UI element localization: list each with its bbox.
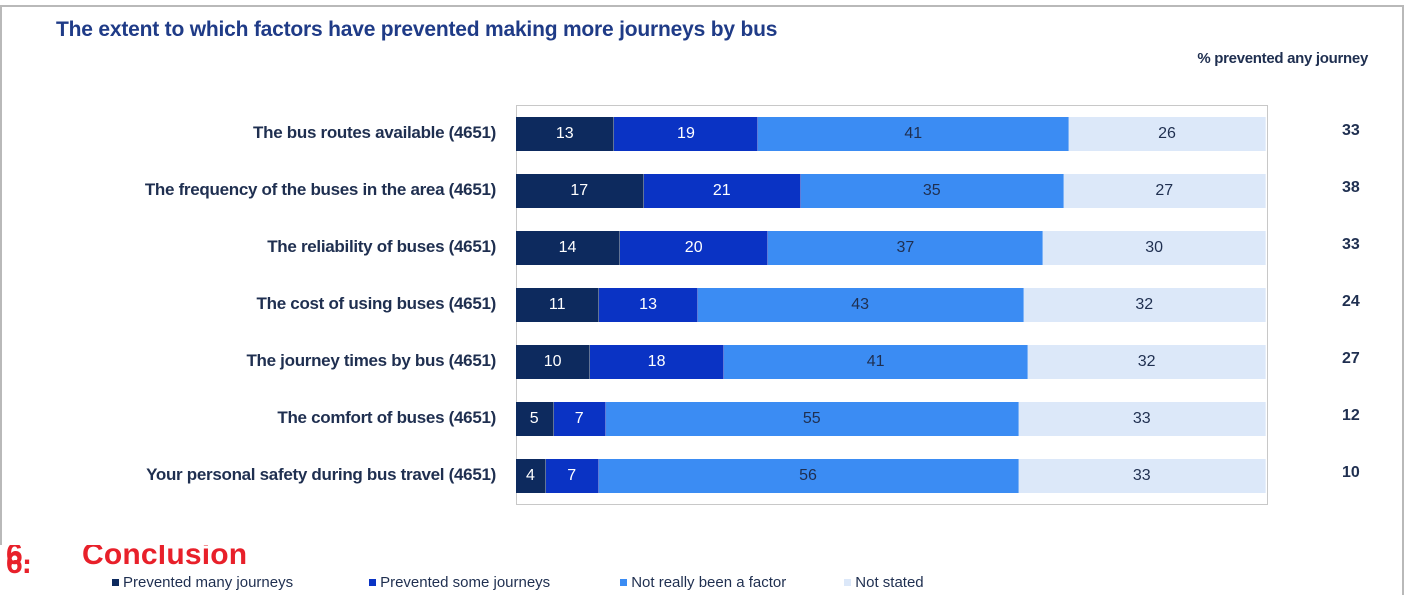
bar-segment-prevented-some-journeys: 7 — [553, 402, 606, 436]
legend-label: Not really been a factor — [631, 573, 787, 591]
category-label: The comfort of buses (4651) — [277, 408, 496, 427]
section-number-visible: 6. — [6, 547, 32, 577]
section-number: 6. — [6, 545, 32, 565]
data-label: 13 — [555, 125, 574, 142]
bar-segment-not-stated: 33 — [1018, 402, 1266, 436]
prevented-any-journey-value: 27 — [1342, 350, 1360, 367]
data-label: 32 — [1137, 353, 1156, 370]
category-label: The bus routes available (4651) — [253, 123, 496, 142]
legend-item-not-stated: Not stated — [844, 573, 924, 591]
prevented-any-journey-value: 12 — [1342, 407, 1360, 424]
bar-segment-prevented-many-journeys: 10 — [516, 345, 591, 379]
data-label: 32 — [1135, 296, 1154, 313]
prevented-any-journey-value: 38 — [1342, 179, 1360, 196]
chart-legend: Prevented many journeys Prevented some jo… — [112, 572, 924, 592]
conclusion-heading: 6. Conclusion — [6, 545, 247, 565]
bar-segment-prevented-some-journeys: 18 — [590, 345, 724, 379]
data-label: 20 — [684, 239, 703, 256]
bar-segment-prevented-some-journeys: 7 — [546, 459, 599, 493]
data-label: 10 — [543, 353, 562, 370]
data-label: 43 — [851, 296, 870, 313]
bar-segment-not-stated: 32 — [1023, 288, 1266, 322]
bar-segment-not-really-been-a-factor: 43 — [697, 288, 1024, 322]
legend-item-prevented-some-journeys: Prevented some journeys — [369, 574, 550, 591]
bar-segment-not-really-been-a-factor: 41 — [723, 345, 1029, 379]
bar-segment-not-really-been-a-factor: 41 — [758, 117, 1070, 151]
prevented-any-journey-value: 24 — [1342, 293, 1360, 310]
frame-border-top — [0, 5, 1403, 7]
bar-segment-not-stated: 26 — [1069, 117, 1266, 151]
bar-segment-prevented-many-journeys: 4 — [516, 459, 546, 493]
data-label: 14 — [558, 239, 577, 256]
legend-label: Prevented many journeys — [123, 573, 294, 591]
category-label: The journey times by bus (4651) — [246, 351, 496, 370]
legend-swatch — [620, 578, 628, 586]
data-label: 5 — [529, 410, 539, 427]
bar-segment-prevented-many-journeys: 13 — [516, 117, 615, 151]
data-label: 41 — [866, 353, 885, 370]
prevented-any-journey-header: % prevented any journey — [1197, 50, 1368, 67]
data-label: 21 — [712, 182, 731, 199]
data-label: 41 — [904, 125, 923, 142]
data-label: 13 — [639, 296, 657, 313]
data-label: 11 — [548, 296, 566, 313]
data-label: 33 — [1132, 467, 1151, 484]
bar-segment-not-stated: 33 — [1018, 459, 1266, 493]
legend-label: Not stated — [855, 573, 924, 591]
category-label: The frequency of the buses in the area (… — [144, 180, 496, 199]
legend-swatch — [112, 578, 119, 586]
bar-segment-prevented-some-journeys: 21 — [643, 174, 801, 208]
bar-segment-not-stated: 27 — [1063, 174, 1266, 208]
bar-segment-not-really-been-a-factor: 35 — [801, 174, 1064, 208]
chart-title: The extent to which factors have prevent… — [56, 18, 778, 41]
section-title: Conclusion — [82, 545, 248, 565]
legend-swatch — [369, 578, 377, 586]
bar-segment-not-really-been-a-factor: 55 — [606, 402, 1019, 436]
legend-item-prevented-many-journeys: Prevented many journeys — [112, 574, 293, 591]
bar-segment-not-really-been-a-factor: 56 — [598, 459, 1019, 493]
data-label: 4 — [526, 467, 535, 484]
category-label: The cost of using buses (4651) — [256, 294, 497, 313]
bar-segment-prevented-many-journeys: 14 — [516, 231, 620, 265]
frame-border-left — [0, 5, 2, 545]
data-label: 7 — [567, 467, 577, 484]
bar-segment-prevented-many-journeys: 11 — [516, 288, 600, 322]
data-label: 17 — [570, 182, 589, 199]
data-label: 56 — [799, 467, 817, 484]
data-label: 37 — [896, 239, 915, 256]
bar-segment-not-stated: 32 — [1028, 345, 1266, 379]
bar-segment-prevented-many-journeys: 17 — [516, 174, 644, 208]
data-label: 26 — [1158, 125, 1176, 142]
data-label: 27 — [1155, 182, 1174, 199]
frame-border-right — [1402, 5, 1404, 595]
data-label: 19 — [677, 125, 695, 142]
data-label: 55 — [802, 410, 821, 427]
legend-swatch — [844, 578, 852, 586]
data-label: 30 — [1145, 239, 1163, 256]
legend-label: Prevented some journeys — [380, 573, 551, 591]
data-label: 35 — [922, 182, 941, 199]
prevented-any-journey-value: 33 — [1342, 236, 1360, 253]
data-label: 18 — [647, 353, 666, 370]
data-label: 7 — [574, 410, 584, 427]
bar-segment-not-really-been-a-factor: 37 — [768, 231, 1044, 265]
bar-segment-prevented-some-journeys: 13 — [599, 288, 698, 322]
bar-segment-prevented-some-journeys: 19 — [614, 117, 759, 151]
bar-segment-prevented-some-journeys: 20 — [619, 231, 769, 265]
conclusion-heading-clip: 6. Conclusion — [0, 545, 1400, 565]
bar-segment-not-stated: 30 — [1043, 231, 1266, 265]
category-label: Your personal safety during bus travel (… — [146, 465, 496, 484]
prevented-any-journey-value: 10 — [1342, 464, 1360, 481]
data-label: 33 — [1132, 410, 1151, 427]
legend-item-not-really-been-a-factor: Not really been a factor — [620, 574, 786, 591]
category-label: The reliability of buses (4651) — [267, 237, 496, 256]
bar-segment-prevented-many-journeys: 5 — [516, 402, 554, 436]
prevented-any-journey-value: 33 — [1342, 122, 1360, 139]
